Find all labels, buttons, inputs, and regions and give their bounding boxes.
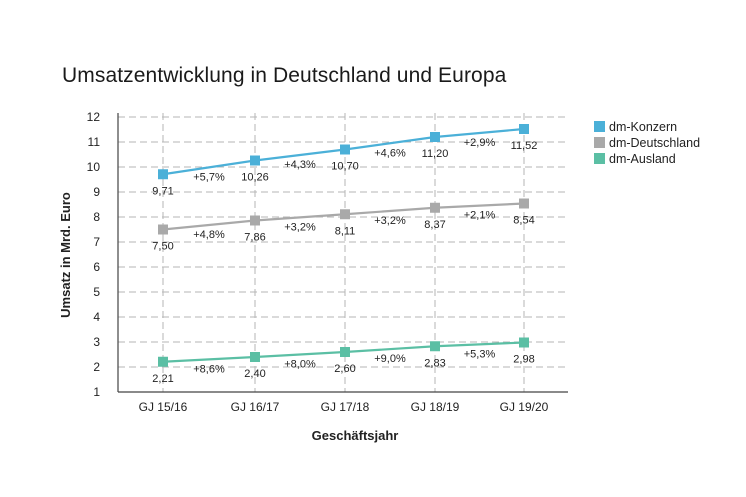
y-tick-label: 4 [93,310,100,324]
data-label-dm-konzern: 10,70 [331,161,359,173]
legend-label: dm-Ausland [609,152,676,166]
x-tick-label: GJ 18/19 [411,400,460,414]
y-tick-label: 6 [93,260,100,274]
data-label-dm-konzern: 11,52 [511,140,538,152]
data-point-dm-deutschland [250,215,260,226]
y-tick-label: 10 [87,160,101,174]
growth-label-dm-deutschland: +4,8% [193,229,225,241]
data-point-dm-ausland [250,352,260,362]
legend-swatch [594,121,605,132]
data-point-dm-konzern [158,169,168,180]
data-point-dm-deutschland [158,224,168,235]
data-point-dm-konzern [519,124,529,134]
y-tick-label: 12 [87,110,101,124]
data-label-dm-konzern: 9,71 [152,185,173,197]
growth-label-dm-konzern: +4,6% [374,147,406,159]
data-label-dm-deutschland: 8,37 [424,219,445,231]
y-tick-label: 2 [93,360,100,374]
legend-label: dm-Deutschland [609,136,700,150]
x-tick-label: GJ 15/16 [139,400,188,414]
y-tick-label: 1 [93,385,100,399]
data-label-dm-deutschland: 7,86 [244,232,265,244]
legend-swatch [594,153,605,164]
chart-title: Umsatzentwicklung in Deutschland und Eur… [62,64,507,87]
y-tick-label: 7 [93,235,100,249]
growth-label-dm-ausland: +5,3% [464,348,496,360]
data-point-dm-ausland [158,356,168,367]
growth-label-dm-ausland: +8,0% [284,359,316,371]
y-tick-label: 5 [93,285,100,299]
data-point-dm-konzern [340,144,350,155]
legend-label: dm-Konzern [609,120,677,134]
x-axis-ticks: GJ 15/16 GJ 16/17 GJ 17/18 GJ 18/19 GJ 19/20 [139,400,549,414]
data-point-dm-deutschland [340,209,350,220]
data-label-dm-deutschland: 8,11 [335,225,356,237]
data-label-dm-ausland: 2,83 [424,357,445,369]
series-group: 9,71 10,26 10,70 11,20 11,52 +5,7% +4,3% +4,6% +… [152,124,537,385]
growth-label-dm-ausland: +8,6% [193,363,225,375]
x-tick-label: GJ 19/20 [500,400,549,414]
data-label-dm-ausland: 2,40 [244,368,265,380]
data-point-dm-deutschland [519,198,529,209]
y-tick-label: 3 [93,335,100,349]
data-label-dm-deutschland: 8,54 [513,215,534,227]
legend-swatch [594,137,605,148]
growth-label-dm-ausland: +9,0% [374,353,406,365]
growth-label-dm-deutschland: +3,2% [374,215,406,227]
grid-lines [118,113,568,392]
data-label-dm-deutschland: 7,50 [152,241,173,253]
y-tick-label: 8 [93,210,100,224]
data-point-dm-ausland [340,347,350,357]
y-tick-label: 11 [88,135,101,149]
growth-label-dm-konzern: +4,3% [284,159,316,171]
data-label-dm-konzern: 11,20 [422,148,449,160]
x-tick-label: GJ 17/18 [321,400,370,414]
growth-label-dm-deutschland: +3,2% [284,221,316,233]
data-label-dm-ausland: 2,21 [152,373,173,385]
growth-label-dm-konzern: +2,9% [464,137,496,149]
axes [117,113,568,393]
y-tick-label: 9 [93,185,100,199]
growth-label-dm-deutschland: +2,1% [464,210,496,222]
data-point-dm-konzern [250,155,260,166]
data-label-dm-ausland: 2,60 [334,363,355,375]
legend: dm-Konzern dm-Deutschland dm-Ausland [594,120,700,166]
data-label-dm-konzern: 10,26 [241,172,269,184]
y-axis-title: Umsatz in Mrd. Euro [58,192,73,318]
x-tick-label: GJ 16/17 [231,400,280,414]
growth-label-dm-konzern: +5,7% [193,171,225,183]
x-axis-title: Geschäftsjahr [312,428,399,443]
data-point-dm-deutschland [430,202,440,213]
data-point-dm-ausland [519,337,529,348]
data-point-dm-ausland [430,341,440,352]
data-point-dm-konzern [430,132,440,142]
data-label-dm-ausland: 2,98 [513,354,534,366]
